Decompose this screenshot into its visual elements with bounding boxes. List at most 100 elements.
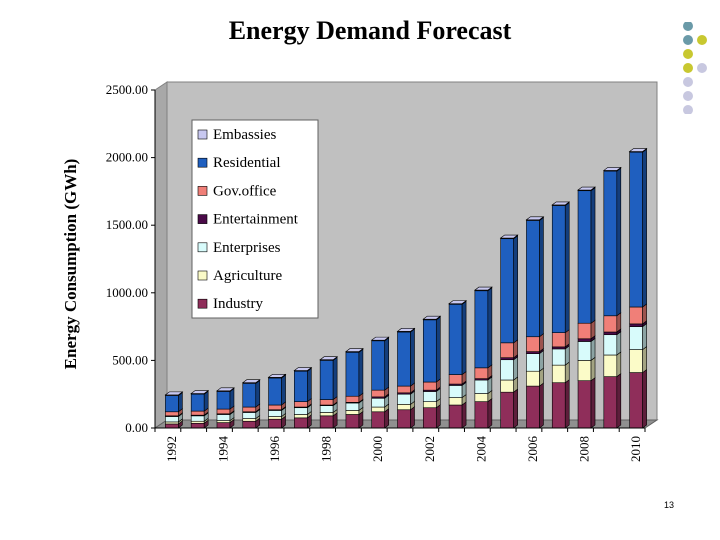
bar-segment [500, 357, 514, 361]
bar-segment-side [384, 337, 390, 391]
legend-label: Industry [213, 296, 263, 312]
bar-segment-side [642, 303, 647, 325]
decor-dot [683, 22, 693, 31]
bar-top [370, 336, 390, 341]
bar-segment-side [281, 374, 286, 406]
legend-label: Gov.office [213, 183, 277, 199]
bar-segment-side [487, 398, 493, 429]
x-tick-label: 2000 [370, 436, 385, 462]
bar-segment-side [539, 216, 544, 338]
x-tick-label: 1992 [164, 436, 179, 462]
bar-segment [448, 374, 463, 385]
bar-top [499, 234, 519, 239]
bar-segment [603, 170, 618, 317]
bar-segment [242, 412, 257, 419]
bar-segment-side [642, 323, 647, 351]
bar-top [525, 216, 545, 221]
bar-segment [371, 406, 386, 413]
legend-swatch [197, 214, 208, 224]
bar-stack [602, 166, 622, 429]
bar-segment [242, 406, 257, 413]
bar-segment-side [642, 148, 647, 308]
bar-segment-side [564, 201, 570, 334]
bar-segment [422, 381, 437, 391]
bar-stack [448, 300, 467, 429]
bar-stack [473, 286, 493, 429]
bar-top [473, 286, 493, 291]
bar-segment-side [410, 406, 415, 429]
bar-segment [216, 422, 231, 429]
bar-segment [397, 331, 411, 387]
bar-segment [448, 397, 463, 406]
bar-segment [474, 393, 489, 402]
bar-segment [577, 380, 592, 429]
bar-stack [241, 379, 261, 429]
bar-segment [603, 376, 618, 429]
x-tick-label: 1994 [215, 436, 230, 463]
bar-stack [345, 348, 364, 429]
bar-segment [345, 410, 360, 415]
y-tick-label: 2500.00 [106, 82, 148, 97]
slide-decoration-dots [683, 22, 707, 114]
bar-top [396, 328, 416, 332]
bar-segment [551, 205, 566, 333]
bar-segment-side [307, 367, 312, 403]
bar-segment-side [539, 350, 544, 372]
bar-segment [345, 402, 360, 411]
page-number: 13 [664, 500, 675, 510]
bar-segment [526, 351, 540, 354]
bar-segment [474, 379, 489, 394]
bar-segment [603, 331, 618, 336]
bar-stack [396, 327, 416, 429]
bar-segment [551, 346, 566, 350]
bar-top [422, 315, 442, 320]
legend-swatch [197, 186, 208, 196]
bar-top [628, 148, 648, 152]
bar-segment-side [203, 390, 209, 412]
bar-segment [242, 418, 257, 422]
bar-segment-side [564, 361, 570, 384]
bar-segment [294, 370, 308, 402]
y-tick-label: 1500.00 [106, 217, 148, 232]
bar-top [190, 390, 210, 394]
bar-segment [268, 418, 282, 429]
bar-segment [190, 420, 205, 424]
bar-segment-side [461, 401, 467, 429]
bar-segment [397, 404, 411, 411]
bar-segment [216, 420, 231, 423]
bar-segment [371, 340, 386, 391]
bar-segment [577, 341, 592, 361]
bar-segment [629, 349, 643, 373]
x-tick-label: 1998 [319, 436, 334, 462]
bar-segment-side [513, 388, 518, 429]
y-axis-label: Energy Consumption (GWh) [61, 159, 80, 370]
bar-segment [629, 326, 643, 350]
bar-segment [448, 303, 463, 375]
x-tick-label: 2004 [473, 436, 488, 463]
bar-segment [319, 405, 334, 413]
bar-segment-side [435, 316, 441, 383]
bars [164, 147, 648, 429]
bar-segment [397, 409, 411, 429]
bar-segment [603, 354, 618, 377]
bar-segment-side [590, 187, 596, 324]
x-tick-label: 2010 [628, 436, 643, 462]
bar-segment-side [229, 387, 235, 410]
bar-top [319, 356, 339, 361]
legend-swatch [197, 157, 208, 168]
bar-segment [448, 385, 463, 398]
bar-segment [294, 401, 308, 408]
bar-stack [216, 387, 235, 429]
bar-segment [500, 379, 514, 393]
bar-segment-side [461, 300, 467, 376]
bar-segment-side [410, 328, 415, 387]
bar-segment [448, 404, 463, 429]
bar-segment [294, 417, 308, 429]
bar-segment-side [642, 368, 647, 429]
bar-segment-side [616, 331, 622, 356]
bar-segment-side [616, 351, 622, 378]
bar-segment [216, 391, 231, 410]
bar-segment [603, 334, 618, 356]
legend-label: Residential [213, 155, 281, 171]
